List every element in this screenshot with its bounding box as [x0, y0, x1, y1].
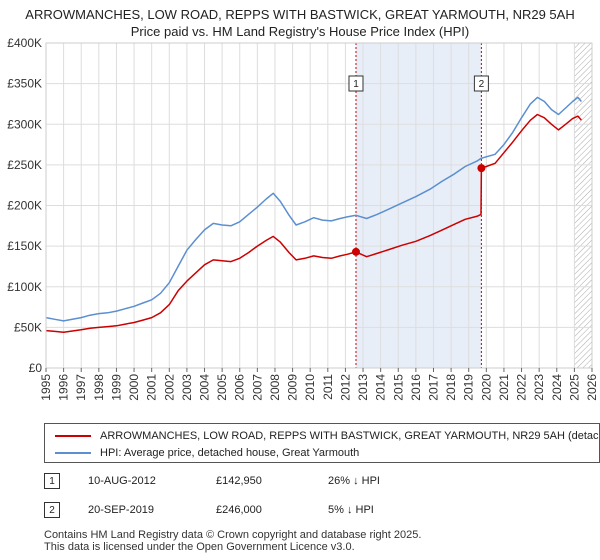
x-tick-label: 2022 — [515, 374, 529, 401]
y-tick-label: £250K — [7, 158, 42, 172]
footer-copyright: Contains HM Land Registry data © Crown c… — [44, 529, 422, 541]
sale-point — [351, 247, 360, 256]
legend-item-hpi: HPI: Average price, detached house, Grea… — [55, 445, 359, 461]
y-tick-label: £300K — [7, 117, 42, 131]
sale-number-label: 1 — [353, 79, 359, 90]
sale-date: 20-SEP-2019 — [88, 504, 155, 516]
sale-price: £142,950 — [216, 475, 262, 487]
x-tick-label: 2006 — [233, 374, 247, 401]
sale-number-box — [473, 75, 489, 92]
x-tick-label: 2018 — [444, 374, 458, 401]
x-tick-label: 2003 — [180, 374, 194, 401]
x-tick-label: 2019 — [462, 374, 476, 401]
x-tick-label: 2007 — [250, 374, 264, 401]
sale-number-badge: 2 — [44, 502, 60, 518]
y-tick-label: £100K — [7, 280, 42, 294]
sale-row: 1 10-AUG-2012 £142,950 26% ↓ HPI — [44, 473, 600, 491]
legend-label-hpi: HPI: Average price, detached house, Grea… — [100, 447, 360, 459]
legend-label-property: ARROWMANCHES, LOW ROAD, REPPS WITH BASTW… — [100, 430, 600, 442]
property-price-line — [45, 113, 582, 334]
x-tick-label: 2008 — [268, 374, 282, 401]
y-tick-label: £0 — [29, 361, 43, 375]
x-tick-label: 2017 — [426, 374, 440, 401]
x-tick-label: 2010 — [303, 374, 317, 401]
plot-frame — [45, 42, 593, 369]
x-tick-label: 2002 — [162, 374, 176, 401]
x-tick-label: 2005 — [215, 374, 229, 401]
x-tick-label: 2000 — [127, 374, 141, 401]
x-tick-label: 1997 — [74, 374, 88, 401]
x-tick-label: 2023 — [532, 374, 546, 401]
x-tick-label: 2009 — [286, 374, 300, 401]
y-tick-label: £400K — [7, 36, 42, 50]
chart-subtitle: Price paid vs. HM Land Registry's House … — [130, 24, 470, 39]
x-tick-label: 2014 — [374, 374, 388, 401]
x-tick-label: 2001 — [145, 374, 159, 401]
x-tick-label: 1996 — [57, 374, 71, 401]
x-tick-label: 1995 — [39, 374, 53, 401]
y-tick-label: £200K — [7, 199, 42, 213]
x-tick-label: 2024 — [550, 374, 564, 401]
hpi-line — [45, 96, 582, 322]
sale-price: £246,000 — [216, 504, 262, 516]
sale-hpi-diff: 5% ↓ HPI — [328, 504, 374, 516]
x-tick-label: 2015 — [391, 374, 405, 401]
footer-licence: This data is licensed under the Open Gov… — [44, 541, 355, 553]
sale-date: 10-AUG-2012 — [88, 475, 156, 487]
sale-hpi-diff: 26% ↓ HPI — [328, 475, 380, 487]
chart-title-block: ARROWMANCHES, LOW ROAD, REPPS WITH BASTW… — [0, 6, 600, 40]
chart-legend: ARROWMANCHES, LOW ROAD, REPPS WITH BASTW… — [44, 423, 600, 463]
legend-swatch-property — [55, 435, 91, 437]
sale-number-box — [348, 75, 364, 92]
sale-number-badge: 1 — [44, 473, 60, 489]
price-chart: £0 £50K £100K £150K £200K £250K £300K £350K £400… — [7, 36, 599, 401]
x-tick-label: 2004 — [198, 374, 212, 401]
x-tick-label: 1999 — [109, 374, 123, 401]
sale-row: 2 20-SEP-2019 £246,000 5% ↓ HPI — [44, 502, 600, 520]
x-tick-label: 2013 — [356, 374, 370, 401]
footer: Contains HM Land Registry data © Crown c… — [44, 529, 421, 553]
legend-item-property: ARROWMANCHES, LOW ROAD, REPPS WITH BASTW… — [55, 428, 600, 444]
x-tick-label: 2026 — [585, 374, 599, 401]
legend-swatch-hpi — [55, 452, 91, 454]
chart-title: ARROWMANCHES, LOW ROAD, REPPS WITH BASTW… — [25, 7, 575, 22]
y-tick-label: £350K — [7, 77, 42, 91]
y-tick-label: £150K — [7, 239, 42, 253]
x-tick-label: 2011 — [321, 374, 335, 400]
x-tick-label: 1998 — [92, 374, 106, 401]
sale-point — [477, 164, 486, 173]
sale-number-label: 2 — [479, 79, 485, 90]
x-tick-label: 2016 — [409, 374, 423, 401]
x-tick-label: 2021 — [497, 374, 511, 401]
x-tick-label: 2020 — [479, 374, 493, 401]
y-tick-label: £50K — [14, 320, 42, 334]
x-tick-label: 2025 — [567, 374, 581, 401]
x-tick-label: 2012 — [338, 374, 352, 401]
